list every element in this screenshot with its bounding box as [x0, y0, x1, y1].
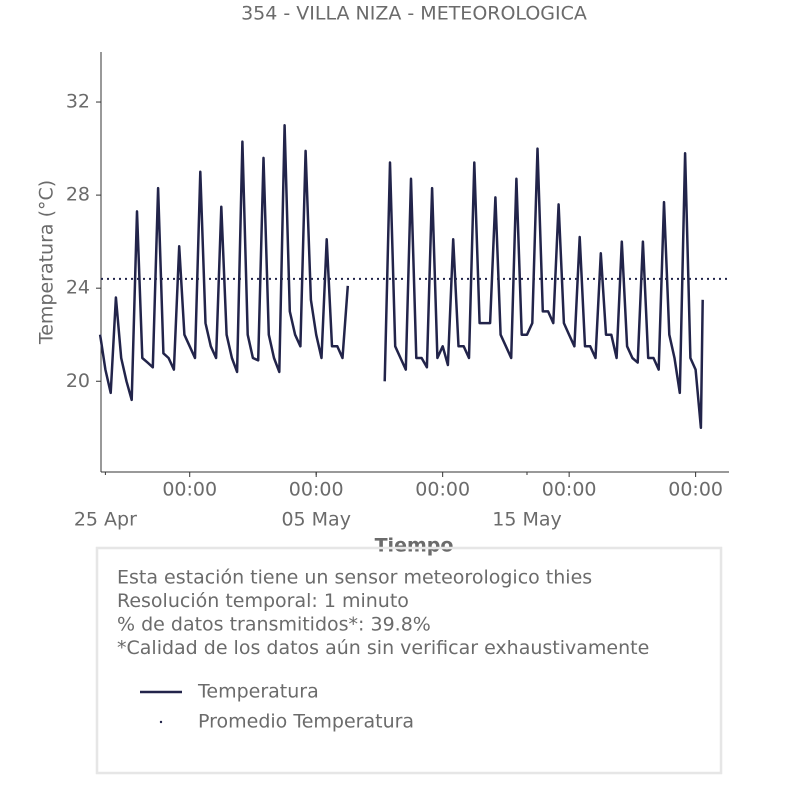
x-tick-label: 00:00	[162, 479, 217, 501]
x-axis-label: Tiempo	[375, 535, 454, 557]
x-tick-label: 00:00	[668, 479, 723, 501]
info-text: Esta estación tiene un sensor meteorolog…	[117, 567, 592, 589]
x-minor-tick-label: 05 May	[281, 509, 351, 531]
data-line	[383, 147, 704, 430]
info-box	[95, 546, 723, 775]
legend-label: Promedio Temperatura	[198, 711, 414, 733]
y-tick-label: 32	[66, 91, 90, 113]
y-tick-label: 20	[66, 370, 90, 392]
x-minor-tick-label: 15 May	[492, 509, 562, 531]
info-text: Resolución temporal: 1 minuto	[117, 590, 409, 612]
chart-title: 354 - VILLA NIZA - METEOROLOGICA	[241, 3, 587, 25]
legend-label: Temperatura	[197, 681, 319, 703]
data-line	[98, 124, 350, 402]
legend-dot-swatch	[159, 720, 163, 724]
info-text: *Calidad de los datos aún sin verificar …	[117, 637, 649, 659]
info-text: % de datos transmitidos*: 39.8%	[117, 614, 431, 636]
y-axis-label: Temperatura (°C)	[36, 180, 58, 345]
x-minor-tick-label: 25 Apr	[74, 509, 137, 531]
y-tick-label: 28	[66, 184, 90, 206]
x-tick-label: 00:00	[415, 479, 470, 501]
y-tick-label: 24	[66, 277, 90, 299]
x-tick-label: 00:00	[542, 479, 597, 501]
x-tick-label: 00:00	[289, 479, 344, 501]
